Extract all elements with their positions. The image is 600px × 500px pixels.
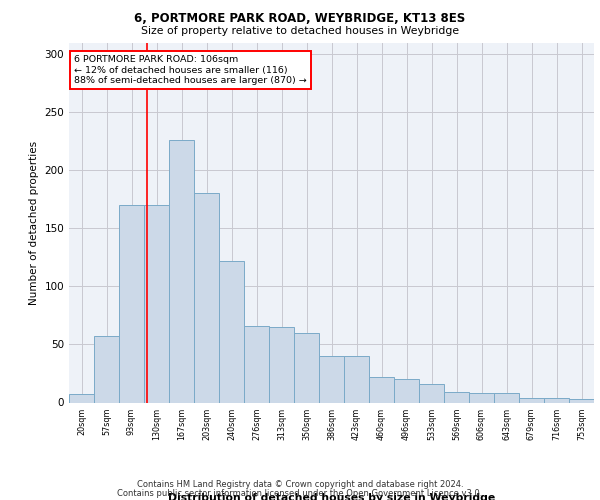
Bar [569,399,594,402]
Bar [94,336,119,402]
Bar [494,393,519,402]
Bar [69,394,94,402]
Bar [394,380,419,402]
Bar [469,393,494,402]
Bar [294,333,319,402]
Bar [444,392,469,402]
Text: Contains HM Land Registry data © Crown copyright and database right 2024.: Contains HM Land Registry data © Crown c… [137,480,463,489]
Text: Contains public sector information licensed under the Open Government Licence v3: Contains public sector information licen… [118,490,482,498]
Bar [219,261,244,402]
Y-axis label: Number of detached properties: Number of detached properties [29,140,39,304]
Text: 6 PORTMORE PARK ROAD: 106sqm
← 12% of detached houses are smaller (116)
88% of s: 6 PORTMORE PARK ROAD: 106sqm ← 12% of de… [74,55,307,85]
Bar [194,194,219,402]
X-axis label: Distribution of detached houses by size in Weybridge: Distribution of detached houses by size … [168,492,495,500]
Bar [344,356,369,403]
Text: 6, PORTMORE PARK ROAD, WEYBRIDGE, KT13 8ES: 6, PORTMORE PARK ROAD, WEYBRIDGE, KT13 8… [134,12,466,26]
Bar [244,326,269,402]
Bar [369,377,394,402]
Bar [119,205,144,402]
Bar [544,398,569,402]
Bar [519,398,544,402]
Bar [169,140,194,402]
Bar [319,356,344,403]
Bar [269,327,294,402]
Bar [144,205,169,402]
Text: Size of property relative to detached houses in Weybridge: Size of property relative to detached ho… [141,26,459,36]
Bar [419,384,444,402]
